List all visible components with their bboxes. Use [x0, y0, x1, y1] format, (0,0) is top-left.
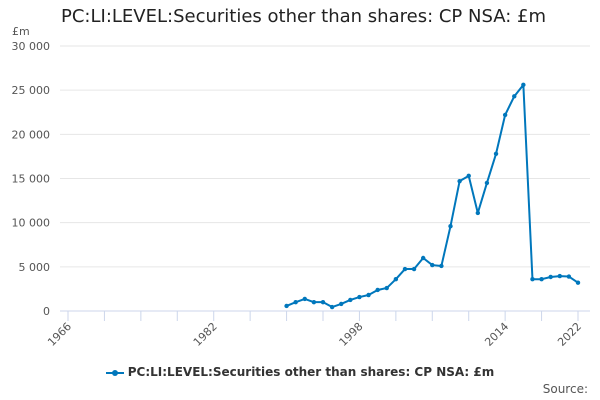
data-point — [302, 296, 307, 302]
data-point — [493, 151, 499, 156]
chart-title: PC:LI:LEVEL:Securities other than shares… — [61, 6, 547, 27]
source-label: Source: — [542, 382, 588, 396]
x-tick-label: 2022 — [555, 320, 584, 349]
y-tick-label: 0 — [43, 305, 50, 318]
data-point — [284, 303, 289, 309]
data-point — [420, 255, 426, 261]
legend[interactable]: PC:LI:LEVEL:Securities other than shares… — [0, 365, 600, 379]
data-point — [375, 287, 380, 293]
data-point — [411, 266, 417, 272]
data-point — [457, 178, 462, 184]
data-point — [530, 277, 535, 282]
data-point — [366, 292, 371, 298]
data-point — [484, 180, 490, 186]
y-tick-label: 20 000 — [12, 128, 51, 141]
y-tick-label: 25 000 — [12, 84, 51, 97]
data-point — [339, 301, 344, 307]
data-point — [320, 299, 326, 305]
y-tick-label: 15 000 — [12, 173, 51, 186]
legend-label: PC:LI:LEVEL:Securities other than shares… — [127, 365, 495, 379]
data-point — [466, 173, 471, 179]
legend-swatch — [105, 369, 124, 376]
data-point — [448, 224, 453, 229]
series-line — [286, 83, 579, 309]
data-point — [402, 266, 408, 272]
x-tick-label: 2014 — [482, 320, 511, 349]
y-tick-label: 30 000 — [12, 40, 51, 53]
data-point — [475, 210, 481, 216]
data-point — [539, 277, 544, 282]
data-point — [566, 274, 572, 279]
data-point — [430, 262, 435, 268]
data-point — [311, 299, 317, 305]
x-tick-label: 1998 — [337, 320, 366, 349]
data-point — [439, 263, 444, 269]
y-tick-label: 10 000 — [12, 217, 51, 230]
data-point — [384, 285, 389, 291]
data-point — [393, 277, 399, 282]
y-axis-unit: £m — [12, 25, 30, 38]
data-point — [348, 297, 353, 303]
y-tick-label: 5 000 — [19, 261, 51, 274]
data-point — [548, 274, 553, 280]
data-point — [512, 94, 517, 99]
data-point — [293, 299, 298, 305]
data-point — [557, 273, 562, 279]
data-point — [502, 112, 508, 118]
data-point — [357, 294, 362, 300]
x-tick-label: 1982 — [191, 320, 220, 349]
data-point — [575, 280, 581, 285]
data-point — [329, 304, 335, 310]
x-tick-label: 1966 — [45, 320, 74, 349]
data-point — [521, 82, 526, 88]
